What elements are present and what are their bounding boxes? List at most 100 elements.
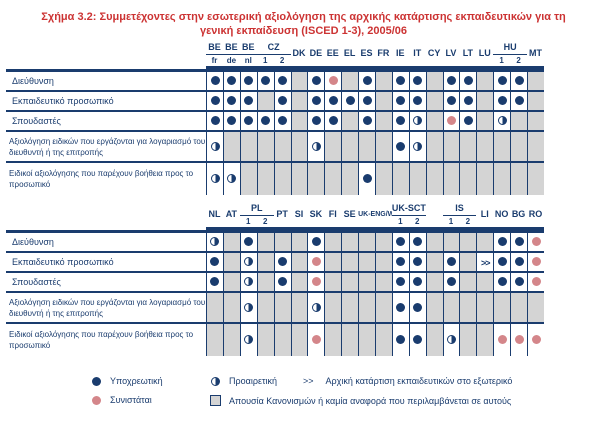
matrix-cell xyxy=(442,271,460,291)
matrix-cell xyxy=(273,291,291,322)
recommended-dot-icon xyxy=(531,277,541,287)
matrix-cell xyxy=(256,161,274,195)
country-header: FR xyxy=(374,41,392,69)
matrix-cell xyxy=(206,69,223,90)
matrix-cell xyxy=(307,69,325,90)
matrix-cell xyxy=(256,322,274,356)
mandatory-dot-icon xyxy=(261,76,271,86)
matrix-cell xyxy=(408,291,426,322)
country-header: RO xyxy=(527,202,544,230)
matrix-cell xyxy=(459,90,477,110)
matrix-cell xyxy=(493,130,511,161)
mandatory-dot-icon xyxy=(396,335,406,345)
mandatory-dot-icon xyxy=(396,302,406,312)
legend-recommended: Συνιστάται xyxy=(88,395,152,405)
matrix-cell xyxy=(391,90,409,110)
matrix-cell xyxy=(476,271,494,291)
mandatory-dot-icon xyxy=(497,76,507,86)
mandatory-dot-icon xyxy=(413,335,423,345)
country-header: MT xyxy=(526,41,544,69)
matrix-cell xyxy=(408,230,426,251)
figure-title-line-2: γενική εκπαίδευση (ISCED 1-3), 2005/06 xyxy=(199,25,408,37)
matrix-cell xyxy=(307,130,325,161)
row-label: Ειδικοί αξιολόγησης που παρέχουν βοήθεια… xyxy=(6,161,207,195)
country-header: BE xyxy=(206,41,223,55)
matrix-cell xyxy=(408,161,426,195)
matrix-table-1: BE BE BE CZ DK DE EE EL ES FR IE IT CY LV LT LU HU MT fr de… xyxy=(6,41,544,195)
mandatory-dot-icon xyxy=(278,96,288,106)
country-header: SI xyxy=(290,202,308,230)
country-header: IT xyxy=(408,41,426,69)
matrix-cell xyxy=(239,251,257,271)
optional-half-dot-icon xyxy=(413,141,423,151)
table-row: Σπουδαστές xyxy=(6,110,544,130)
country-header: DK xyxy=(290,41,308,69)
abroad-arrow-icon: >> xyxy=(481,258,490,268)
sub-system-header: 1 xyxy=(442,216,460,230)
optional-half-dot-icon xyxy=(446,335,456,345)
matrix-cell xyxy=(442,230,460,251)
table-row: Εκπαιδευτικό προσωπικό xyxy=(6,90,544,110)
matrix-cell xyxy=(476,110,494,130)
matrix-cell xyxy=(527,230,544,251)
matrix-cell xyxy=(459,291,477,322)
row-label: Σπουδαστές xyxy=(6,110,207,130)
matrix-cell xyxy=(341,251,359,271)
matrix-cell xyxy=(239,130,257,161)
sub-system-header: 2 xyxy=(408,216,426,230)
matrix-cell xyxy=(206,271,223,291)
row-label: Εκπαιδευτικό προσωπικό xyxy=(6,251,207,271)
matrix-cell xyxy=(408,110,426,130)
mandatory-dot-icon xyxy=(446,257,456,267)
table-row: Εκπαιδευτικό προσωπικό >> xyxy=(6,251,544,271)
country-header: HU xyxy=(493,41,527,55)
row-label: Εκπαιδευτικό προσωπικό xyxy=(6,90,207,110)
mandatory-dot-icon xyxy=(227,76,237,86)
matrix-cell xyxy=(408,130,426,161)
matrix-cell xyxy=(391,69,409,90)
matrix-cell xyxy=(307,251,325,271)
matrix-cell xyxy=(341,291,359,322)
matrix-cell xyxy=(510,110,527,130)
matrix-cell xyxy=(256,230,274,251)
matrix-cell xyxy=(358,322,375,356)
mandatory-dot-icon xyxy=(345,96,355,106)
matrix-cell xyxy=(290,90,308,110)
mandatory-dot-icon xyxy=(227,116,237,126)
matrix-cell xyxy=(510,130,527,161)
mandatory-dot-icon xyxy=(463,76,473,86)
legend-none-label: Απουσία Κανονισμών ή καμία αναφορά που π… xyxy=(229,395,512,406)
mandatory-dot-icon xyxy=(311,116,321,126)
legend-mandatory-label: Υποχρεωτική xyxy=(110,376,163,386)
optional-half-dot-icon xyxy=(497,116,507,126)
matrix-cell xyxy=(341,161,359,195)
recommended-dot-icon xyxy=(531,335,541,345)
country-header: LV xyxy=(442,41,460,69)
matrix-cell xyxy=(510,69,527,90)
matrix-cell xyxy=(374,291,392,322)
matrix-cell xyxy=(527,322,544,356)
table-row: Αξιολόγηση ειδικών που εργάζονται για λο… xyxy=(6,291,544,322)
matrix-cell xyxy=(442,322,460,356)
matrix-cell xyxy=(408,322,426,356)
mandatory-dot-icon xyxy=(311,237,321,247)
country-header: CZ xyxy=(256,41,291,55)
country-header: UK-ENG/WLS/NIR xyxy=(358,202,392,230)
country-header: IE xyxy=(391,41,409,69)
mandatory-dot-icon xyxy=(497,237,507,247)
matrix-cell xyxy=(239,110,257,130)
matrix-cell xyxy=(239,271,257,291)
matrix-cell xyxy=(493,110,511,130)
matrix-cell xyxy=(408,90,426,110)
optional-half-dot-icon xyxy=(207,376,223,386)
matrix-cell xyxy=(256,110,274,130)
matrix-cell xyxy=(476,230,494,251)
matrix-cell xyxy=(239,291,257,322)
recommended-dot-icon xyxy=(311,257,321,267)
matrix-cell xyxy=(222,230,240,251)
mandatory-dot-icon xyxy=(413,237,423,247)
matrix-cell xyxy=(358,251,375,271)
matrix-cell xyxy=(374,130,392,161)
matrix-cell xyxy=(273,110,291,130)
matrix-cell xyxy=(341,90,359,110)
